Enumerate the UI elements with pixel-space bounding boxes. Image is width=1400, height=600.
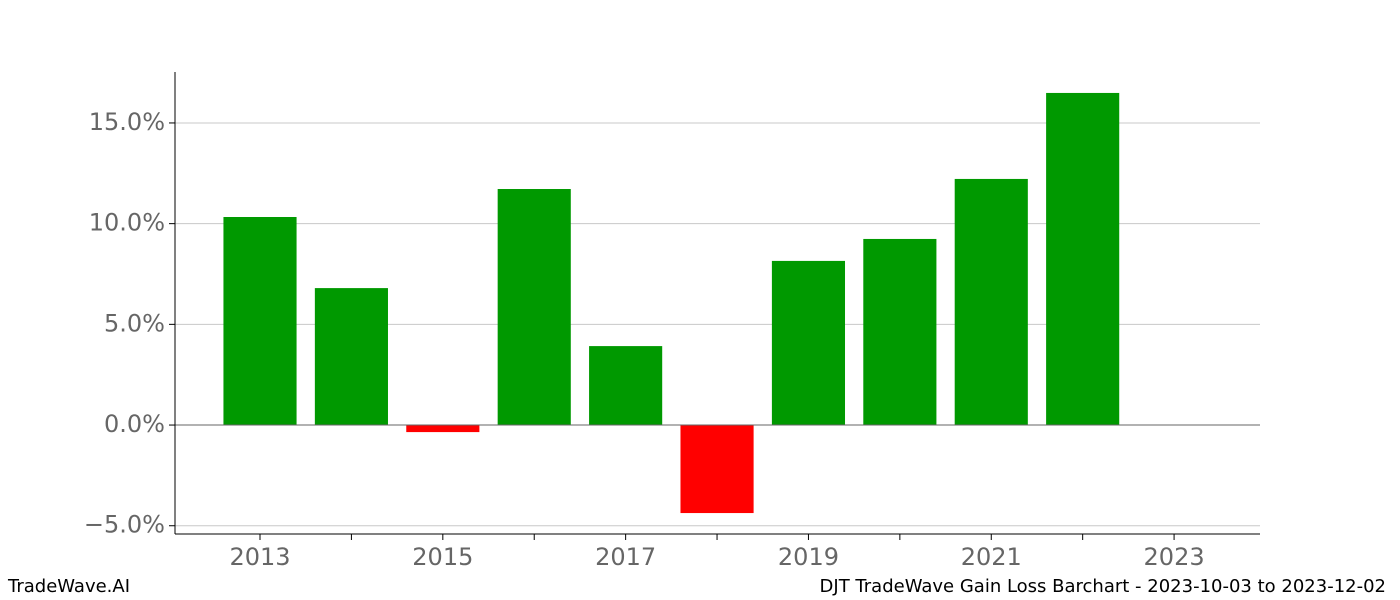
bar (406, 425, 480, 433)
y-tick-label: 5.0% (104, 309, 165, 337)
bar (223, 217, 297, 426)
y-tick-label: −5.0% (84, 511, 165, 539)
x-tick-label: 2019 (778, 543, 839, 571)
y-tick-label: 15.0% (89, 108, 165, 136)
bar (497, 189, 571, 426)
bar (314, 288, 388, 426)
bar (589, 346, 663, 426)
bar (771, 260, 846, 426)
footer-right: DJT TradeWave Gain Loss Barchart - 2023-… (820, 576, 1386, 597)
bar (680, 425, 754, 514)
bar (954, 178, 1028, 426)
x-tick-label: 2013 (229, 543, 290, 571)
x-tick-label: 2023 (1144, 543, 1205, 571)
x-tick-label: 2021 (961, 543, 1022, 571)
x-tick-label: 2015 (412, 543, 473, 571)
y-tick-label: 0.0% (104, 410, 165, 438)
bar (1046, 92, 1120, 426)
y-tick-label: 10.0% (89, 209, 165, 237)
footer-left: TradeWave.AI (7, 576, 130, 597)
x-tick-label: 2017 (595, 543, 656, 571)
bar (863, 238, 937, 426)
